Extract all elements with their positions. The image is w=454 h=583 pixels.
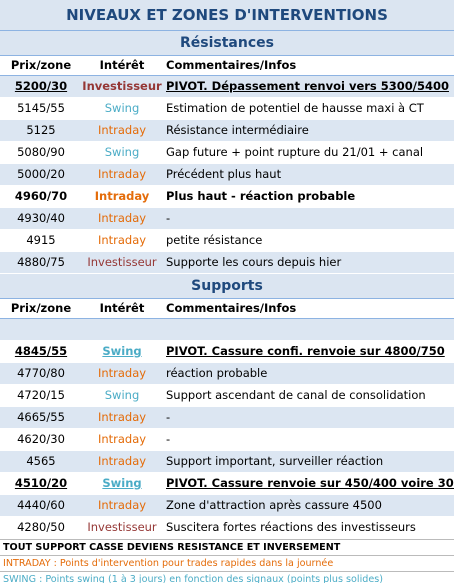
comment-cell: PIVOT. Cassure confi. renvoie sur 4800/7… — [166, 344, 445, 358]
table-row: 4845/55 Swing PIVOT. Cassure confi. renvoi… — [0, 341, 454, 363]
note: INTRADAY : Points d'intervention pour tr… — [0, 555, 454, 571]
header-cell: Prix/zone — [10, 58, 72, 72]
header-cell: Commentaires/Infos — [166, 58, 297, 72]
table-row: 5200/30 Investisseur PIVOT. Dépassement re… — [0, 76, 454, 98]
table-row: 4510/20 Swing PIVOT. Cassure renvoie sur 4… — [0, 473, 454, 495]
table-row: 4665/55 Intraday - — [0, 407, 454, 429]
table-row: 4930/40 Intraday - — [0, 208, 454, 230]
interest-cell: Intraday — [97, 498, 147, 512]
section-title: Supports — [0, 274, 454, 299]
price-cell: 4960/70 — [14, 189, 68, 203]
comment-cell: Support important, surveiller réaction — [166, 454, 384, 468]
price-cell: 4770/80 — [17, 366, 65, 380]
price-cell: 4880/75 — [17, 255, 65, 269]
section-title: Résistances — [0, 31, 454, 56]
interest-cell: Swing — [104, 388, 140, 402]
comment-cell: Support ascendant de canal de consolidat… — [166, 388, 426, 402]
table-row: 4565 Intraday Support important, surveille… — [0, 451, 454, 473]
title: NIVEAUX ET ZONES D'INTERVENTIONS — [0, 0, 454, 31]
price-cell: 4440/60 — [17, 498, 65, 512]
comment-cell: Précédent plus haut — [166, 167, 282, 181]
comment-cell: - — [166, 410, 171, 424]
comment-cell: Plus haut - réaction probable — [166, 189, 356, 203]
interest-cell: Intraday — [97, 123, 147, 137]
price-cell: 5080/90 — [17, 145, 65, 159]
price-cell: 4565 — [26, 454, 56, 468]
comment-cell: Gap future + point rupture du 21/01 + ca… — [166, 145, 424, 159]
comment-cell: Supporte les cours depuis hier — [166, 255, 342, 269]
price-cell: 5145/55 — [17, 101, 65, 115]
price-cell: 4620/30 — [17, 432, 65, 446]
price-cell: 4510/20 — [14, 476, 68, 490]
price-cell: 5000/20 — [17, 167, 65, 181]
interest-cell: Swing — [104, 145, 140, 159]
interest-cell: Intraday — [97, 410, 147, 424]
table-row: 5125 Intraday Résistance intermédiaire — [0, 120, 454, 142]
interest-cell: Intraday — [97, 454, 147, 468]
header-cell: Intérêt — [99, 301, 145, 315]
table-row: 5145/55 Swing Estimation de potentiel de h… — [0, 98, 454, 120]
header-cell: Commentaires/Infos — [166, 301, 297, 315]
interest-cell: Intraday — [97, 366, 147, 380]
comment-cell: petite résistance — [166, 233, 263, 247]
interest-cell: Intraday — [94, 189, 150, 203]
interest-cell: Intraday — [97, 432, 147, 446]
table-row: 4620/30 Intraday - — [0, 429, 454, 451]
interest-cell: Intraday — [97, 233, 147, 247]
table-row: 4915 Intraday petite résistance — [0, 230, 454, 252]
interest-cell: Investisseur — [87, 520, 157, 534]
interest-cell: Intraday — [97, 167, 147, 181]
note: TOUT SUPPORT CASSE DEVIENS RESISTANCE ET… — [0, 539, 454, 555]
comment-cell: Estimation de potentiel de hausse maxi à… — [166, 101, 424, 115]
comment-cell: Zone d'attraction après cassure 4500 — [166, 498, 382, 512]
comment-cell: - — [166, 432, 171, 446]
interest-cell: Swing — [104, 101, 140, 115]
comment-cell: Suscitera fortes réactions des investiss… — [166, 520, 416, 534]
price-cell: 5200/30 — [14, 79, 68, 93]
table-row: 4880/75 Investisseur Supporte les cours de… — [0, 252, 454, 274]
price-cell: 4930/40 — [17, 211, 65, 225]
header-row: Prix/zone Intérêt Commentaires/Infos — [0, 56, 454, 76]
table-row: 4440/60 Intraday Zone d'attraction après c… — [0, 495, 454, 517]
comment-cell: Résistance intermédiaire — [166, 123, 309, 137]
comment-cell: - — [166, 211, 171, 225]
table-row: 4770/80 Intraday réaction probable — [0, 363, 454, 385]
table-row: 4720/15 Swing Support ascendant de canal d… — [0, 385, 454, 407]
interest-cell: Swing — [102, 476, 142, 490]
price-cell: 4915 — [26, 233, 56, 247]
comment-cell: PIVOT. Cassure renvoie sur 450/400 voire… — [166, 476, 454, 490]
price-cell: 5125 — [26, 123, 56, 137]
header-cell: Prix/zone — [10, 301, 72, 315]
price-cell: 4280/50 — [17, 520, 65, 534]
empty-row — [0, 319, 454, 341]
table-row: 5080/90 Swing Gap future + point rupture d… — [0, 142, 454, 164]
interest-cell: Investisseur — [87, 255, 157, 269]
note: SWING : Points swing (1 à 3 jours) en fo… — [0, 571, 454, 583]
header-row: Prix/zone Intérêt Commentaires/Infos — [0, 299, 454, 319]
price-cell: 4845/55 — [14, 344, 68, 358]
interest-cell: Intraday — [97, 211, 147, 225]
price-cell: 4720/15 — [17, 388, 65, 402]
table-row: 4960/70 Intraday Plus haut - réaction prob… — [0, 186, 454, 208]
comment-cell: PIVOT. Dépassement renvoi vers 5300/5400 — [166, 79, 449, 93]
comment-cell: réaction probable — [166, 366, 268, 380]
table-row: 5000/20 Intraday Précédent plus haut — [0, 164, 454, 186]
price-cell: 4665/55 — [17, 410, 65, 424]
table-row: 4280/50 Investisseur Suscitera fortes réac… — [0, 517, 454, 539]
interest-cell: Swing — [102, 344, 142, 358]
interest-cell: Investisseur — [82, 79, 162, 93]
header-cell: Intérêt — [99, 58, 145, 72]
